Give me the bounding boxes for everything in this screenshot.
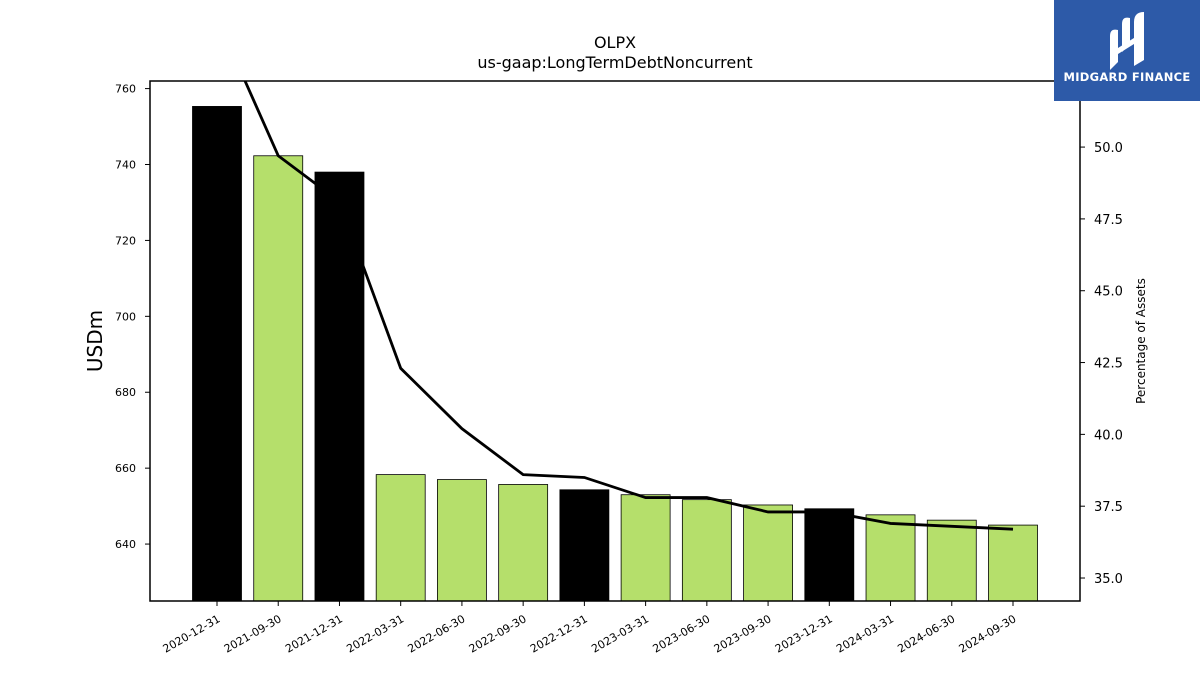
y-tick-label: 680 xyxy=(115,386,136,399)
x-tick-label: 2022-09-30 xyxy=(467,612,529,655)
y2-axis-label: Percentage of Assets xyxy=(1134,278,1148,404)
bar-2022-03-31 xyxy=(375,474,426,602)
y-tick-label: 700 xyxy=(115,310,136,323)
x-tick-label: 2022-12-31 xyxy=(528,612,590,655)
y-tick-label: 720 xyxy=(115,234,136,247)
x-tick-label: 2021-09-30 xyxy=(222,612,284,655)
chart-title: OLPX xyxy=(594,33,636,52)
y2-tick-label: 35.0 xyxy=(1094,572,1123,587)
y2-tick-label: 42.5 xyxy=(1094,357,1123,372)
x-axis: 2020-12-31 2021-09-30 2021-12-31 2022-03-31… xyxy=(161,601,1019,656)
x-tick-label: 2022-03-31 xyxy=(344,612,406,655)
plot-frame xyxy=(149,80,1081,602)
bar-2023-06-30 xyxy=(681,499,732,602)
bar-2023-09-30 xyxy=(743,504,793,602)
y-axis-right: 35.0 37.5 40.0 42.5 45.0 47.5 50.0 xyxy=(1080,141,1123,587)
bar-2021-12-31 xyxy=(314,171,365,602)
x-tick-label: 2023-12-31 xyxy=(773,612,835,655)
x-tick-label: 2024-09-30 xyxy=(957,612,1019,655)
bars-layer xyxy=(192,106,1038,602)
x-tick-label: 2023-09-30 xyxy=(712,612,774,655)
x-tick-label: 2022-06-30 xyxy=(406,612,468,655)
y2-tick-label: 45.0 xyxy=(1094,285,1123,300)
x-tick-label: 2024-06-30 xyxy=(895,612,957,655)
x-tick-label: 2023-06-30 xyxy=(650,612,712,655)
bar-2022-09-30 xyxy=(498,484,549,602)
y-tick-label: 760 xyxy=(115,83,136,96)
y2-tick-label: 50.0 xyxy=(1094,141,1123,156)
y-tick-label: 660 xyxy=(115,462,136,475)
percentage-line xyxy=(243,81,1014,531)
y-axis-label: USDm xyxy=(83,310,107,372)
bar-2022-06-30 xyxy=(437,479,487,602)
brand-logo: MIDGARD FINANCE xyxy=(1054,0,1200,101)
bar-2024-06-30 xyxy=(926,519,977,602)
y2-tick-label: 40.0 xyxy=(1094,428,1123,443)
y-tick-label: 740 xyxy=(115,159,136,172)
y-tick-label: 640 xyxy=(115,538,136,551)
chart-subtitle: us-gaap:LongTermDebtNoncurrent xyxy=(477,53,752,72)
brand-name: MIDGARD FINANCE xyxy=(1063,70,1191,84)
line-layer xyxy=(243,81,1014,531)
y-axis-left: 640 660 680 700 720 740 760 xyxy=(115,83,150,551)
midgard-logo-icon xyxy=(1110,12,1144,71)
bar-2021-09-30 xyxy=(253,155,304,602)
bar-2023-03-31 xyxy=(620,494,671,602)
bar-2024-09-30 xyxy=(988,524,1038,602)
bar-2024-03-31 xyxy=(865,514,916,602)
bar-2023-12-31 xyxy=(804,508,855,602)
y2-tick-label: 37.5 xyxy=(1094,500,1123,515)
x-tick-label: 2020-12-31 xyxy=(161,612,223,655)
x-tick-label: 2024-03-31 xyxy=(834,612,896,655)
x-tick-label: 2023-03-31 xyxy=(589,612,651,655)
bar-2020-12-31 xyxy=(192,106,242,602)
x-tick-label: 2021-12-31 xyxy=(283,612,345,655)
bar-2022-12-31 xyxy=(559,489,610,602)
y2-tick-label: 47.5 xyxy=(1094,213,1123,228)
